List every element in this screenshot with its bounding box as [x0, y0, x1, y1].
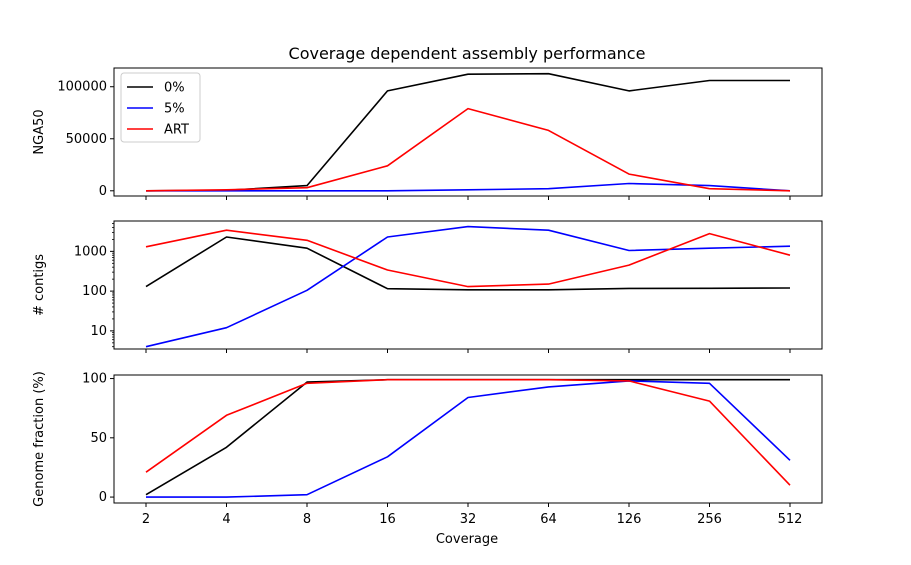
- x-tick-label: 32: [460, 512, 477, 527]
- x-tick-label: 4: [222, 512, 230, 527]
- x-tick-label: 256: [697, 512, 722, 527]
- x-tick-label: 8: [303, 512, 311, 527]
- series-line-art: [145, 107, 791, 192]
- y-tick-label: 50: [90, 431, 107, 446]
- series-line-5pct: [145, 225, 791, 348]
- y-tick-label: 100: [82, 372, 107, 387]
- series-line-5pct: [146, 380, 791, 498]
- x-tick-label: 16: [379, 512, 396, 527]
- y-tick-label: 100: [82, 284, 107, 299]
- y-tick-label: 10: [90, 324, 107, 339]
- x-tick-label: 2: [142, 512, 150, 527]
- y-axis-label: NGA50: [32, 109, 47, 154]
- panel-2: 10 100 1000 # contigs: [32, 220, 823, 353]
- x-tick-label: 64: [540, 512, 557, 527]
- legend-label: 0%: [164, 81, 185, 96]
- x-tick-label: 512: [778, 512, 803, 527]
- legend-label: 5%: [164, 102, 185, 117]
- legend-box: [120, 72, 201, 143]
- panel-3: 0 50 100 2 4 8 16 32 64 126 256 512 Genome fraction …: [32, 371, 823, 527]
- legend: 0% 5% ART: [120, 72, 201, 143]
- series-line-art: [145, 229, 791, 288]
- chart-title: Coverage dependent assembly performance: [289, 44, 646, 63]
- y-tick-label: 100000: [57, 80, 107, 95]
- y-tick-label: 1000: [74, 244, 107, 259]
- y-axis-label: # contigs: [32, 254, 47, 316]
- x-tick-label: 126: [617, 512, 642, 527]
- series-line-5pct: [146, 182, 791, 192]
- y-axis-label: Genome fraction (%): [32, 371, 47, 507]
- series-line-0pct: [145, 236, 791, 291]
- panel-1: 0 50000 100000 NGA50 0% 5% ART: [32, 67, 823, 200]
- y-tick-label: 0: [99, 490, 107, 505]
- y-tick-label: 50000: [66, 132, 107, 147]
- legend-label: ART: [164, 123, 189, 138]
- y-tick-label: 0: [99, 184, 107, 199]
- series-line-art: [145, 378, 791, 486]
- x-axis-label: Coverage: [436, 532, 498, 547]
